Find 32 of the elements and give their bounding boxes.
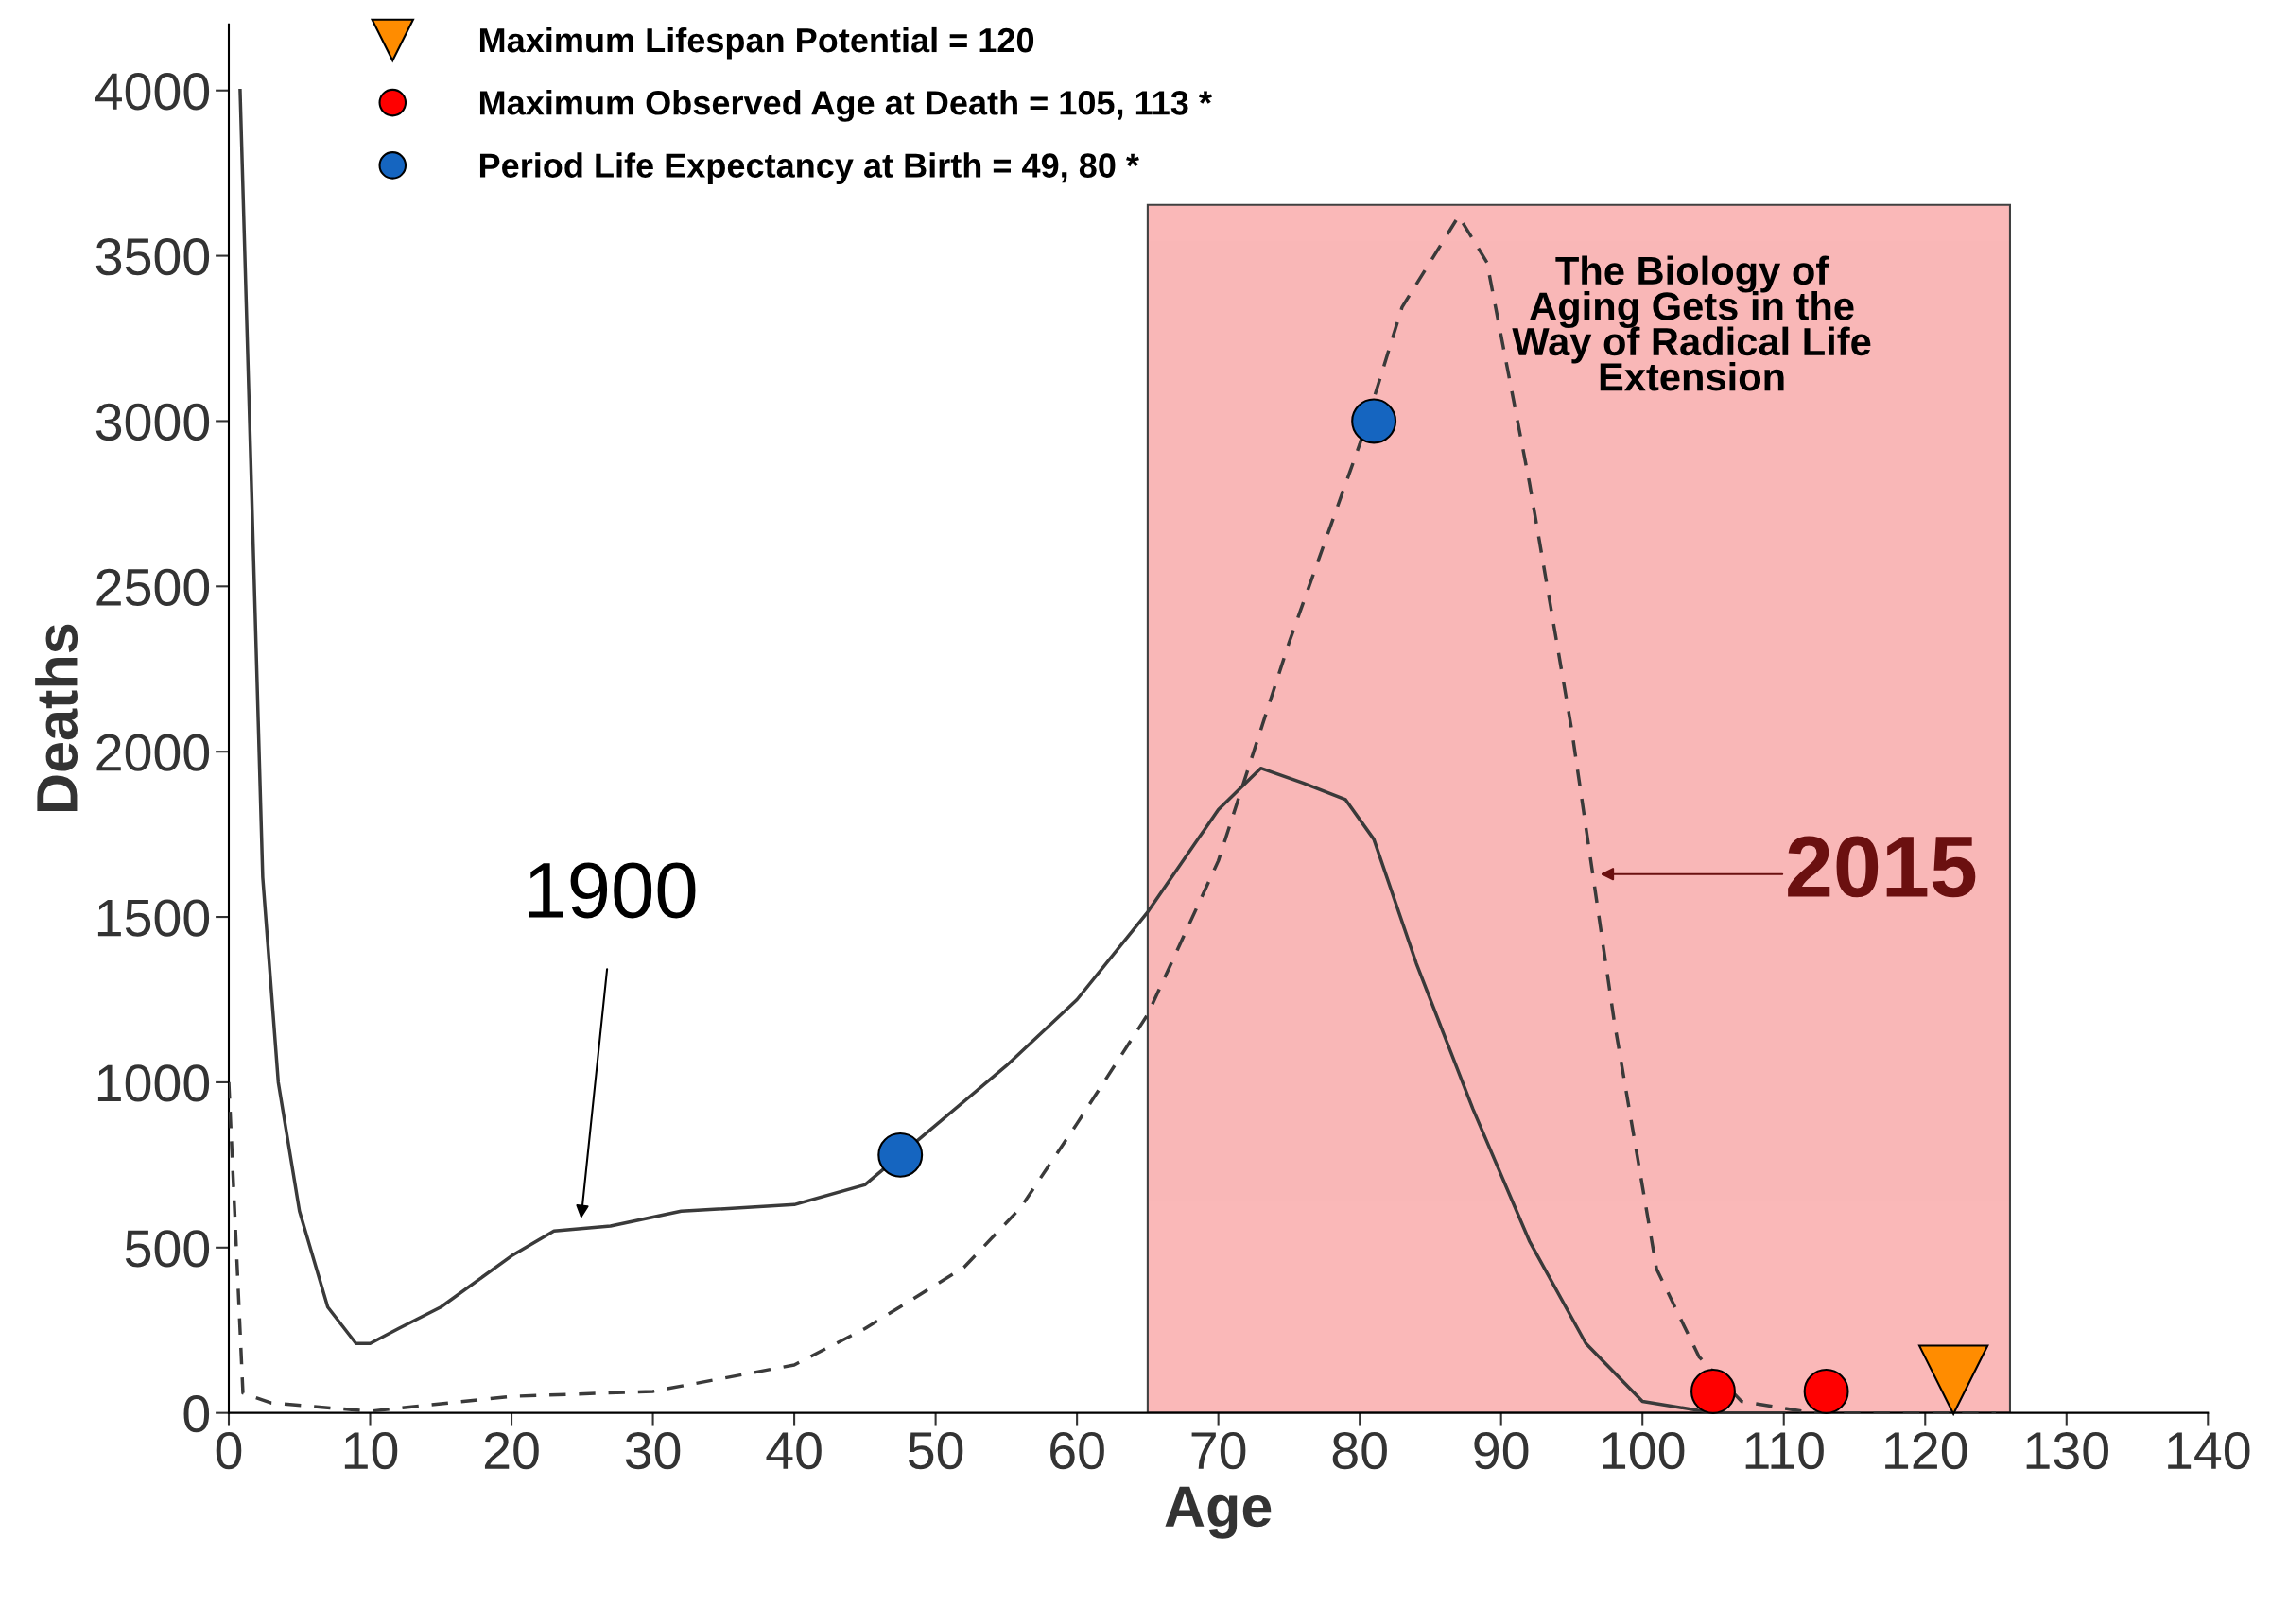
legend-label: Period Life Expectancy at Birth = 49, 80 * [479,152,1139,185]
x-tick-label: 140 [2168,1431,2250,1470]
x-tick-label: 130 [2026,1431,2108,1470]
x-tick-label: 70 [1191,1431,1246,1470]
y-tick-label: 0 [183,1395,210,1433]
x-tick-label: 100 [1603,1431,1685,1470]
x-tick-label: 30 [625,1431,681,1470]
x-tick-label: 0 [216,1431,242,1470]
x-tick-label: 10 [344,1431,398,1470]
x-axis-title: Age [1165,1486,1272,1539]
annotation: 1900 [529,862,696,919]
x-tick-label: 40 [766,1431,822,1470]
band-label: The Biology of Aging Gets in the Way of Radical Life Extension [1512,255,1871,391]
y-tick-label: 1500 [97,899,210,937]
annotation: 2015 [1788,836,1976,898]
legend-label: Maximum Lifespan Potential = 120 [479,26,1034,60]
y-tick-label: 3500 [95,237,210,276]
y-tick-label: 4000 [95,73,210,111]
y-tick-label: 500 [125,1230,210,1268]
y-axis-title: Deaths [35,624,78,812]
y-tick-label: 2000 [96,734,210,771]
y-tick-label: 1000 [97,1064,210,1102]
x-tick-label: 110 [1745,1431,1824,1470]
x-tick-label: 80 [1332,1431,1387,1470]
y-tick-label: 2500 [96,568,210,606]
x-tick-label: 120 [1885,1431,1967,1470]
x-tick-label: 90 [1474,1431,1529,1470]
x-tick-label: 20 [484,1431,539,1470]
x-tick-label: 50 [908,1431,963,1470]
legend-label: Maximum Observed Age at Death = 105, 113 * [479,90,1212,122]
y-tick-label: 3000 [95,403,210,441]
x-tick-label: 60 [1050,1431,1104,1470]
